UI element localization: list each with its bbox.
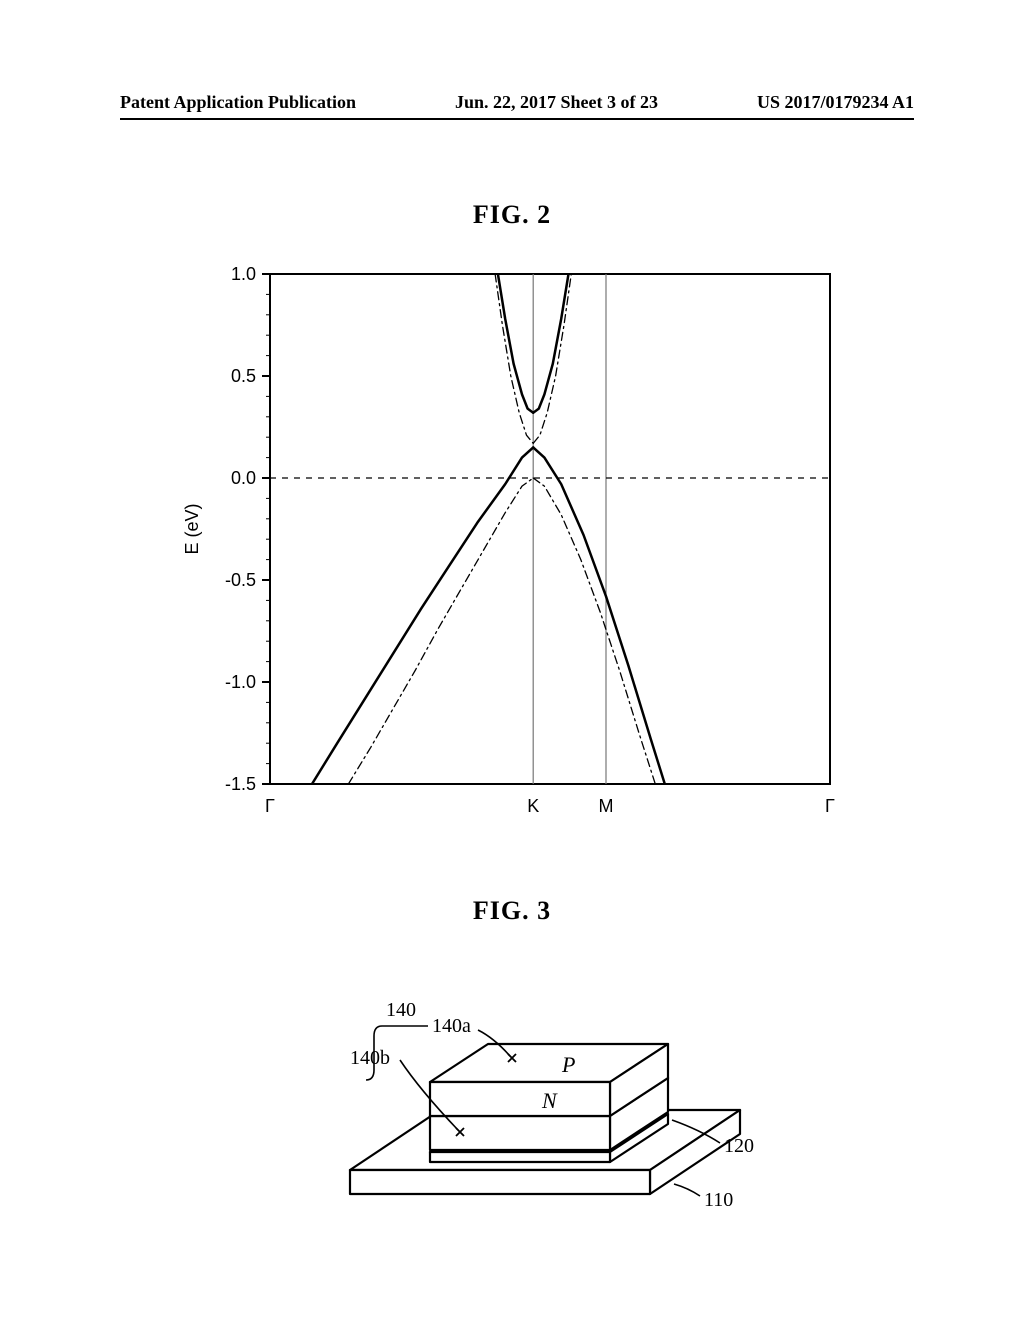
fig3-svg: PN 140 140a 140b 120 110	[290, 960, 790, 1260]
fig2-svg: 1.0 0.5 0.0 -0.5 -1.0 -1.5 Γ K M Γ E (eV)	[180, 254, 880, 854]
svg-text:-1.0: -1.0	[225, 672, 256, 692]
svg-text:140a: 140a	[432, 1015, 471, 1037]
svg-text:P: P	[561, 1052, 575, 1077]
fig3-diagram: PN 140 140a 140b 120 110	[290, 960, 790, 1260]
svg-text:110: 110	[704, 1189, 733, 1211]
svg-text:0.0: 0.0	[231, 468, 256, 488]
svg-text:0.5: 0.5	[231, 366, 256, 386]
page-header: Patent Application Publication Jun. 22, …	[0, 92, 1024, 113]
svg-text:140: 140	[386, 999, 416, 1021]
fig2-chart: 1.0 0.5 0.0 -0.5 -1.0 -1.5 Γ K M Γ E (eV)	[180, 254, 880, 854]
svg-text:K: K	[527, 796, 539, 816]
svg-text:140b: 140b	[350, 1047, 390, 1069]
svg-text:Γ: Γ	[265, 796, 275, 816]
svg-text:M: M	[599, 796, 614, 816]
fig3-title: FIG. 3	[0, 896, 1024, 926]
header-center: Jun. 22, 2017 Sheet 3 of 23	[455, 92, 658, 113]
svg-text:Γ: Γ	[825, 796, 835, 816]
svg-text:N: N	[541, 1088, 558, 1113]
svg-text:-1.5: -1.5	[225, 774, 256, 794]
header-right: US 2017/0179234 A1	[757, 92, 914, 113]
header-left: Patent Application Publication	[120, 92, 356, 113]
svg-text:1.0: 1.0	[231, 264, 256, 284]
fig2-title: FIG. 2	[0, 200, 1024, 230]
svg-text:-0.5: -0.5	[225, 570, 256, 590]
svg-text:E (eV): E (eV)	[182, 503, 202, 554]
svg-text:120: 120	[724, 1135, 754, 1157]
header-rule	[120, 118, 914, 120]
